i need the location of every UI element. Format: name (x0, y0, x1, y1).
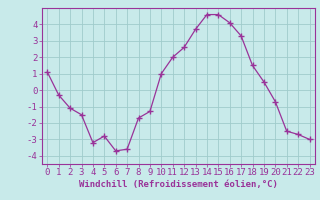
X-axis label: Windchill (Refroidissement éolien,°C): Windchill (Refroidissement éolien,°C) (79, 180, 278, 189)
